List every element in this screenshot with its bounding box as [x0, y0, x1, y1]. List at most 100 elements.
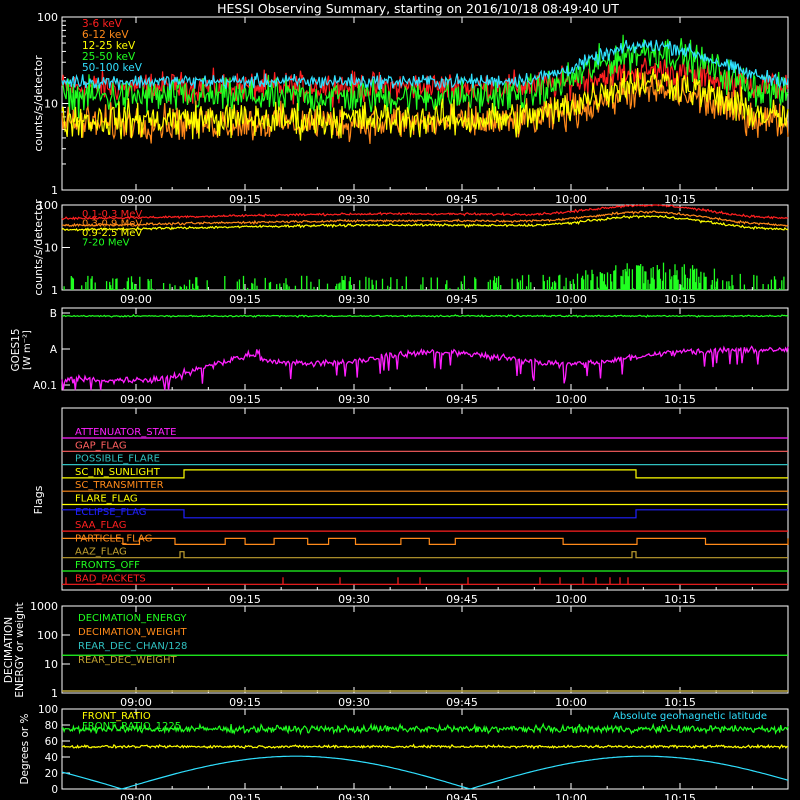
time-tick-label: 09:00 — [120, 593, 152, 606]
flag-label: SC_TRANSMITTER — [75, 480, 164, 491]
flag-line — [62, 469, 788, 479]
gamma-series-line — [63, 262, 785, 290]
y-tick-label: 10 — [44, 242, 58, 255]
time-tick-label: 09:45 — [446, 792, 478, 800]
gamma-legend-entry: 0.9-2.5 MeV — [82, 228, 142, 239]
y-tick-label: 100 — [37, 629, 58, 642]
hxr-legend-entry: 6-12 keV — [82, 29, 129, 41]
decimation-legend-entry: REAR_DEC_CHAN/128 — [78, 641, 187, 652]
time-tick-label: 09:00 — [120, 792, 152, 800]
time-tick-label: 10:15 — [664, 696, 696, 709]
time-tick-label: 09:00 — [120, 193, 152, 206]
gamma-series-line — [61, 204, 789, 221]
time-tick-label: 09:00 — [120, 696, 152, 709]
hxr-series-line — [61, 39, 789, 91]
time-tick-label: 09:30 — [338, 593, 370, 606]
time-tick-label: 09:45 — [446, 696, 478, 709]
flag-label: SAA_FLAG — [75, 520, 126, 531]
time-tick-label: 10:15 — [664, 792, 696, 800]
time-tick-label: 10:15 — [664, 293, 696, 306]
time-tick-label: 09:45 — [446, 193, 478, 206]
time-tick-label: 09:30 — [338, 696, 370, 709]
flags-panel: 09:00 09:15 09:30 09:45 10:00 10:15 Flags ATTEN… — [32, 407, 789, 606]
ratio-annotation: Absolute geomagnetic latitude — [613, 711, 767, 722]
time-tick-label: 09:30 — [338, 193, 370, 206]
decimation-legend-entry: DECIMATION_WEIGHT — [78, 627, 187, 638]
goes-ylabel: GOES15 — [10, 328, 22, 371]
time-tick-label: 09:00 — [120, 393, 152, 406]
time-tick-label: 10:00 — [555, 293, 587, 306]
flag-label: FRONTS_OFF — [75, 560, 140, 571]
y-tick-label: 10 — [44, 658, 58, 671]
y-tick-label: A — [50, 344, 58, 356]
y-tick-label: 80 — [45, 720, 58, 732]
hxr-panel: 09:00 09:15 09:30 09:45 10:00 10:15 1 10 100 coun… — [32, 11, 789, 206]
decimation-panel: 09:00 09:15 09:30 09:45 10:00 10:15 1 10 100 1000… — [3, 600, 789, 709]
hxr-ylabel: counts/s/detector — [32, 55, 45, 152]
flags-ylabel: Flags — [32, 485, 45, 514]
ratio-ylabel: Degrees or % — [19, 713, 31, 784]
time-tick-label: 10:15 — [664, 593, 696, 606]
flag-label: FLARE_FLAG — [75, 494, 138, 505]
flag-line — [62, 551, 788, 559]
ratio-legend-entry: FRONT_RATIO_1225 — [82, 721, 181, 732]
flags-frame — [61, 407, 789, 591]
plot-title: HESSI Observing Summary, starting on 201… — [217, 1, 619, 16]
time-tick-label: 09:45 — [446, 593, 478, 606]
decimation-frame — [61, 605, 789, 694]
hxr-series-line — [61, 34, 789, 119]
time-tick-label: 09:15 — [229, 293, 261, 306]
ratio-series-line — [61, 755, 789, 790]
gamma-panel: 09:00 09:15 09:30 09:45 10:00 10:15 1 10 100coun… — [32, 199, 789, 306]
time-tick-label: 10:00 — [555, 593, 587, 606]
y-tick-label: A0.1 — [33, 380, 57, 392]
flag-label: GAP_FLAG — [75, 440, 127, 451]
y-tick-label: 1000 — [30, 600, 58, 613]
time-tick-label: 09:30 — [338, 393, 370, 406]
time-tick-label: 09:15 — [229, 393, 261, 406]
decimation-ylabel-2: ENERGY or weight — [14, 602, 26, 697]
hxr-legend-entry: 50-100 keV — [82, 62, 143, 74]
flag-line — [62, 577, 788, 585]
flag-label: ATTENUATOR_STATE — [75, 427, 176, 438]
gamma-legend-entry: 7-20 MeV — [82, 238, 130, 249]
time-tick-label: 10:15 — [664, 193, 696, 206]
time-tick-label: 10:00 — [555, 393, 587, 406]
hxr-legend-entry: 25-50 keV — [82, 51, 136, 63]
time-tick-label: 09:45 — [446, 293, 478, 306]
time-tick-label: 09:15 — [229, 696, 261, 709]
time-tick-label: 09:15 — [229, 792, 261, 800]
gamma-legend-entry: 0.3-0.9 MeV — [82, 219, 142, 230]
goes-series-line — [61, 314, 789, 318]
ratio-legend-entry: FRONT_RATIO — [82, 711, 151, 722]
y-tick-label: 100 — [38, 704, 58, 716]
y-tick-label: 1 — [51, 184, 58, 197]
y-tick-label: 1 — [51, 687, 58, 700]
goes-series-line — [61, 345, 789, 391]
goes-panel: 09:00 09:15 09:30 09:45 10:00 10:15 A0.1 A B GOES… — [10, 307, 789, 406]
y-tick-label: 0 — [51, 784, 58, 796]
y-tick-label: 10 — [44, 98, 58, 111]
y-tick-label: B — [50, 308, 57, 320]
ratio-series-line — [61, 743, 789, 750]
flag-label: POSSIBLE_FLARE — [75, 454, 160, 465]
time-tick-label: 10:15 — [664, 393, 696, 406]
hxr-series-line — [61, 71, 789, 144]
y-tick-label: 100 — [37, 199, 58, 212]
y-tick-label: 1 — [51, 284, 58, 297]
flag-label: SC_IN_SUNLIGHT — [75, 467, 161, 478]
ratio-series-line — [61, 722, 789, 736]
y-tick-label: 60 — [45, 736, 58, 748]
time-tick-label: 10:00 — [555, 193, 587, 206]
ratio-panel: 09:00 09:15 09:30 09:45 10:00 10:15 0 20 40 60 80 1… — [19, 704, 789, 800]
time-tick-label: 09:30 — [338, 792, 370, 800]
flag-line — [62, 509, 788, 519]
flag-label: AAZ_FLAG — [75, 547, 127, 558]
ratio-frame — [61, 708, 789, 790]
y-tick-label: 40 — [45, 752, 58, 764]
decimation-legend-entry: DECIMATION_ENERGY — [78, 613, 187, 624]
decimation-ylabel: DECIMATION — [3, 617, 15, 683]
flag-label: ECLIPSE_FLAG — [75, 507, 146, 518]
y-tick-label: 100 — [37, 11, 58, 24]
